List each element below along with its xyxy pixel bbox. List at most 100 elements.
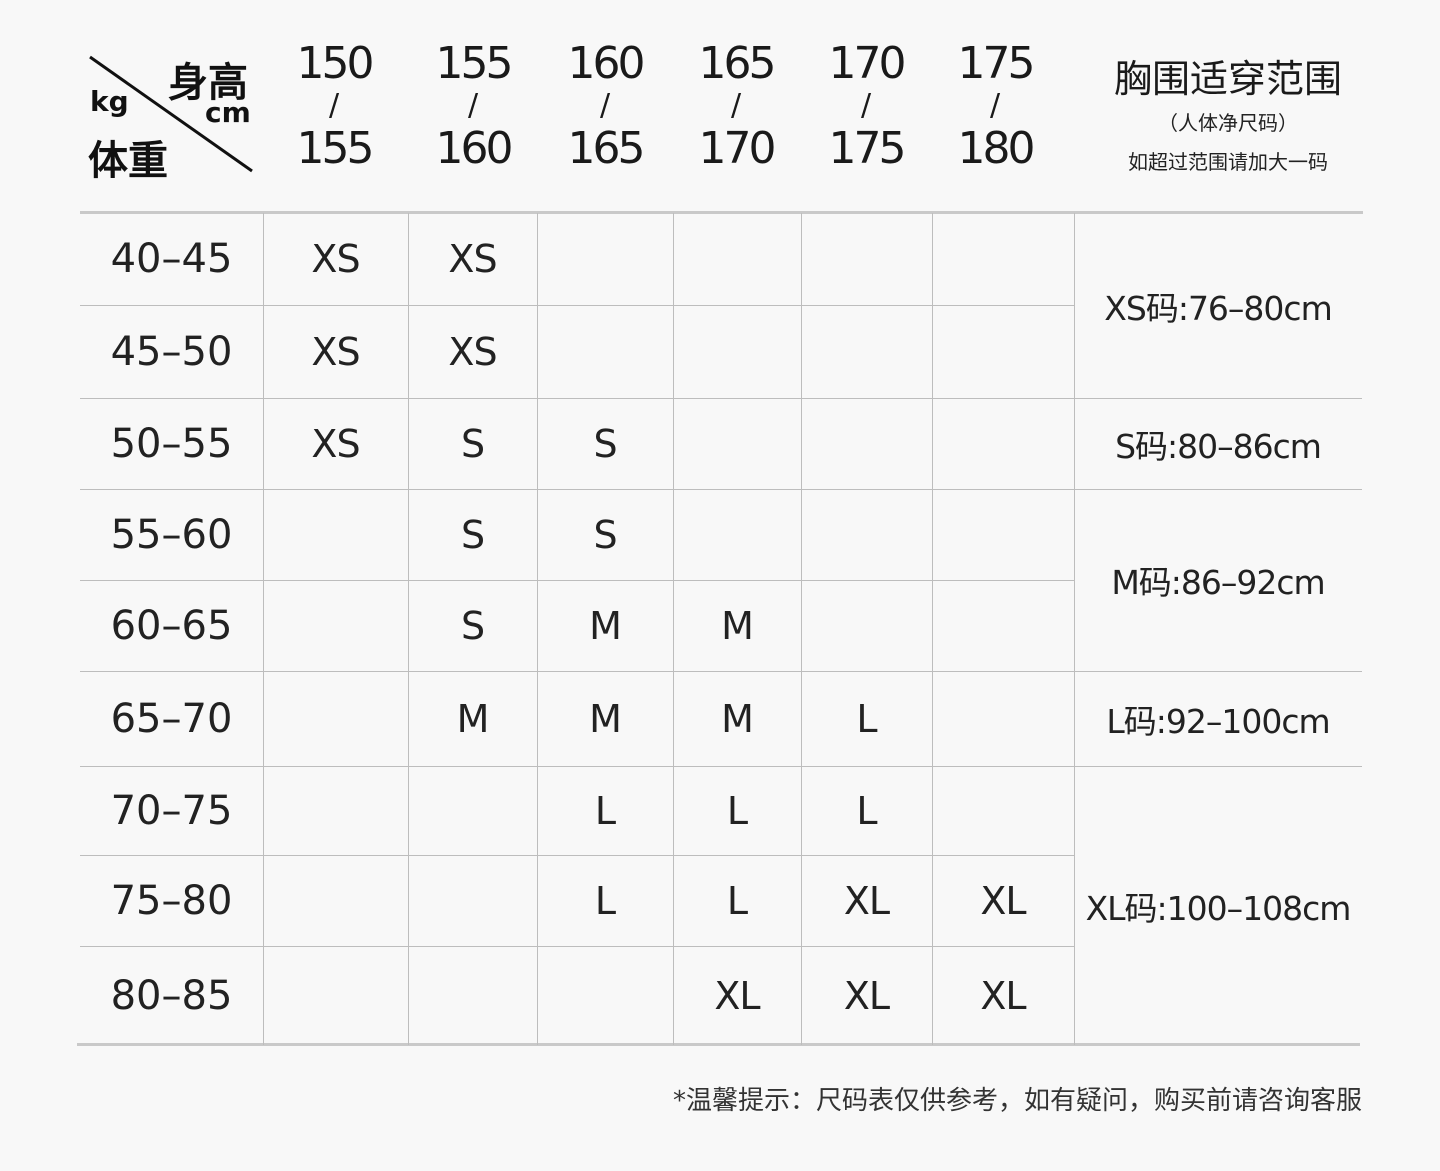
height-range-sep: / (599, 88, 611, 123)
size-cell: S (460, 603, 485, 648)
height-range-header: 175/180 (940, 42, 1050, 174)
height-range-sep: / (989, 88, 1001, 123)
height-range-to: 170 (698, 123, 777, 174)
size-cell (408, 855, 537, 946)
weight-range: 75–80 (110, 877, 233, 924)
column-divider (408, 213, 409, 1045)
size-cell: M (589, 603, 622, 648)
chest-range: XS码:76–80cm (1104, 288, 1332, 328)
size-cell: S (460, 421, 485, 466)
size-cell: L (726, 788, 748, 833)
chest-range: S码:80–86cm (1115, 426, 1322, 466)
height-range-sep: / (328, 88, 340, 123)
size-cell (801, 398, 932, 489)
chest-note: 如超过范围请加大一码 (1128, 150, 1328, 174)
height-range-to: 165 (567, 123, 646, 174)
column-divider (932, 213, 933, 1045)
size-cell (801, 489, 932, 580)
chest-subtitle: （人体净尺码） (1158, 111, 1298, 135)
size-cell: XS (311, 329, 360, 374)
weight-range: 70–75 (110, 787, 233, 834)
column-divider (673, 213, 674, 1045)
size-cell: S (593, 512, 617, 557)
size-cell (932, 671, 1074, 766)
size-cell (932, 398, 1074, 489)
size-cell: XL (843, 878, 890, 923)
weight-unit: kg (90, 85, 129, 118)
column-divider (537, 213, 538, 1045)
height-range-sep: / (730, 88, 742, 123)
size-cell: L (856, 696, 877, 741)
size-cell (537, 213, 673, 305)
size-cell (673, 398, 801, 489)
table-bottom-border (77, 1043, 1360, 1046)
chest-header: 胸围适穿范围 （人体净尺码） 如超过范围请加大一码 (1090, 48, 1366, 175)
size-cell: M (456, 696, 490, 741)
weight-range: 40–45 (110, 236, 233, 282)
size-cell (673, 489, 801, 580)
chest-range: XL码:100–108cm (1085, 888, 1352, 928)
size-cell: XL (714, 973, 760, 1018)
height-range-to: 160 (435, 123, 514, 174)
weight-range: 65–70 (110, 695, 233, 742)
height-range-sep: / (860, 88, 872, 123)
column-divider (801, 213, 802, 1045)
chest-range: L码:92–100cm (1106, 701, 1330, 741)
size-cell (263, 580, 408, 671)
size-cell (673, 305, 801, 398)
weight-range: 45–50 (110, 328, 233, 375)
size-cell (801, 305, 932, 398)
weight-label: 体重 (88, 138, 168, 184)
height-range-header: 165/170 (681, 42, 791, 174)
size-cell (263, 671, 408, 766)
height-range-to: 175 (828, 123, 907, 174)
weight-range: 60–65 (110, 602, 233, 649)
size-cell: XS (311, 237, 360, 281)
size-cell: M (589, 696, 622, 741)
size-cell (263, 946, 408, 1045)
size-cell: S (593, 421, 617, 466)
size-cell (408, 766, 537, 855)
size-cell: M (721, 603, 754, 648)
size-cell (932, 766, 1074, 855)
chest-range: M码:86–92cm (1111, 563, 1325, 602)
size-cell: L (594, 878, 616, 923)
size-cell: L (594, 788, 616, 833)
size-cell (932, 489, 1074, 580)
height-range-to: 180 (957, 123, 1036, 174)
size-cell: XL (843, 973, 890, 1018)
size-cell (263, 855, 408, 946)
diagonal-divider (89, 55, 253, 173)
table-top-border (80, 211, 1363, 214)
height-range-header: 170/175 (811, 38, 921, 174)
size-cell (801, 213, 932, 305)
row-divider (80, 671, 1362, 672)
chest-title: 胸围适穿范围 (1113, 57, 1342, 101)
size-cell: XS (448, 329, 497, 374)
footer-note: *温馨提示：尺码表仅供参考，如有疑问，购买前请咨询客服 (672, 1086, 1362, 1116)
size-cell (263, 766, 408, 855)
row-divider (80, 855, 1074, 856)
height-range-from: 160 (567, 38, 646, 89)
size-cell: M (721, 696, 754, 741)
height-range-header: 150/155 (279, 42, 389, 171)
size-cell (673, 213, 801, 305)
row-divider (80, 580, 1074, 581)
size-cell: S (460, 512, 485, 557)
weight-range: 80–85 (110, 972, 233, 1019)
column-divider (263, 213, 264, 1045)
height-range-from: 170 (828, 38, 907, 89)
size-cell (263, 489, 408, 580)
height-label: 身高 (168, 60, 248, 106)
size-cell: XS (311, 421, 360, 466)
height-range-header: 155/160 (418, 38, 528, 174)
weight-range: 50–55 (110, 420, 233, 467)
size-cell (801, 580, 932, 671)
size-cell (932, 580, 1074, 671)
row-divider (80, 489, 1362, 490)
height-unit: cm (205, 96, 251, 129)
size-cell (932, 305, 1074, 398)
height-range-from: 155 (435, 38, 514, 89)
size-cell (932, 213, 1074, 305)
size-cell (537, 305, 673, 398)
